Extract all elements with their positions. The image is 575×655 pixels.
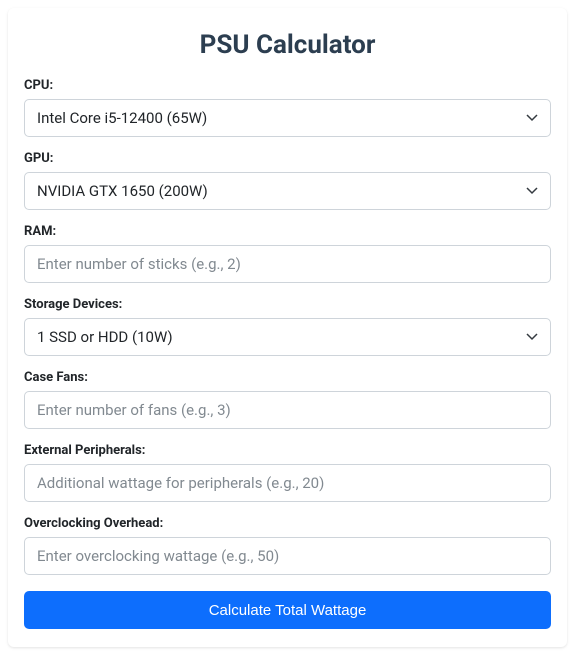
field-fans: Case Fans:: [24, 370, 551, 429]
field-overclock: Overclocking Overhead:: [24, 516, 551, 575]
overclock-input[interactable]: [24, 537, 551, 575]
gpu-select[interactable]: NVIDIA GTX 1650 (200W): [24, 172, 551, 210]
field-ram: RAM:: [24, 224, 551, 283]
storage-select[interactable]: 1 SSD or HDD (10W): [24, 318, 551, 356]
page-title: PSU Calculator: [24, 30, 551, 60]
ram-input[interactable]: [24, 245, 551, 283]
overclock-label: Overclocking Overhead:: [24, 516, 551, 531]
cpu-select[interactable]: Intel Core i5-12400 (65W): [24, 99, 551, 137]
field-cpu: CPU: Intel Core i5-12400 (65W): [24, 78, 551, 137]
calculate-button[interactable]: Calculate Total Wattage: [24, 591, 551, 629]
peripherals-label: External Peripherals:: [24, 443, 551, 458]
storage-label: Storage Devices:: [24, 297, 551, 312]
peripherals-input[interactable]: [24, 464, 551, 502]
fans-input[interactable]: [24, 391, 551, 429]
cpu-label: CPU:: [24, 78, 551, 93]
ram-label: RAM:: [24, 224, 551, 239]
fans-label: Case Fans:: [24, 370, 551, 385]
psu-calculator-card: PSU Calculator CPU: Intel Core i5-12400 …: [8, 8, 567, 647]
field-peripherals: External Peripherals:: [24, 443, 551, 502]
gpu-label: GPU:: [24, 151, 551, 166]
field-gpu: GPU: NVIDIA GTX 1650 (200W): [24, 151, 551, 210]
field-storage: Storage Devices: 1 SSD or HDD (10W): [24, 297, 551, 356]
